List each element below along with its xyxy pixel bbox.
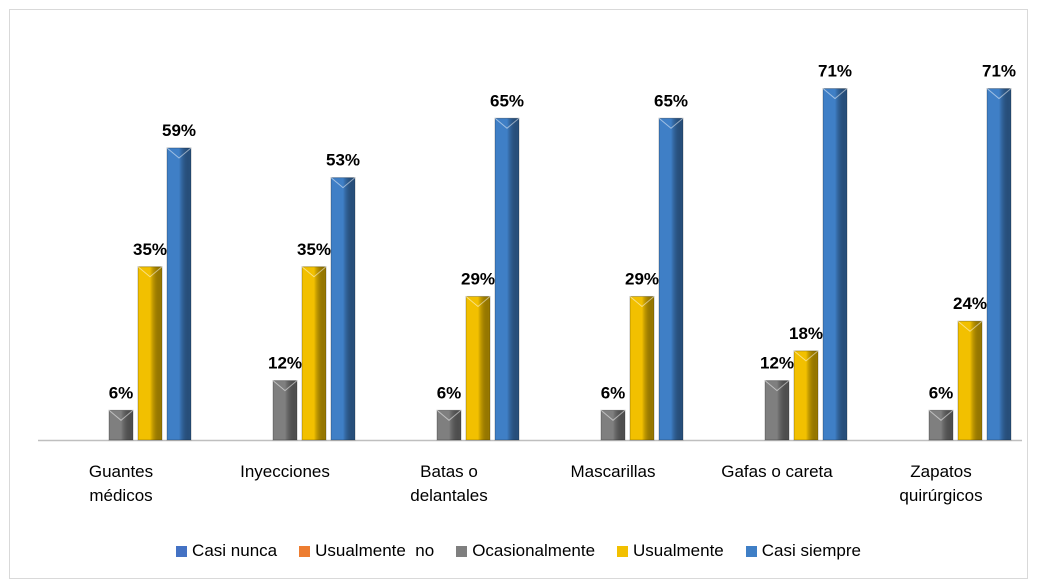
bar-shade: [822, 88, 848, 441]
bar-bevel: [465, 296, 491, 308]
bar-bevel: [166, 147, 192, 159]
data-label: 71%: [818, 62, 852, 81]
legend-label: Casi siempre: [761, 541, 861, 560]
data-label: 35%: [297, 240, 331, 259]
bar-shade: [600, 409, 626, 441]
data-label: 59%: [162, 121, 196, 140]
bar-bevel: [330, 177, 356, 189]
legend-swatch: [176, 545, 188, 557]
x-tick-label: Guantes médicos: [88, 462, 154, 505]
bar-shade: [436, 409, 462, 441]
legend-label: Ocasionalmente: [472, 541, 596, 560]
bar-shade: [629, 295, 655, 441]
chart-border: [9, 9, 1028, 579]
bar-bevel: [108, 409, 134, 421]
legend-swatch: [299, 545, 311, 557]
bar-bevel: [600, 409, 626, 421]
data-label: 29%: [461, 269, 495, 288]
data-label: 6%: [929, 383, 954, 402]
bar-shade: [957, 320, 983, 441]
bar-shade: [658, 117, 684, 441]
data-label: 12%: [760, 354, 794, 373]
data-label: 53%: [326, 151, 360, 170]
bar-shade: [108, 409, 134, 441]
data-label: 71%: [982, 62, 1016, 81]
bar-shade: [494, 117, 520, 441]
legend-item: Casi nunca: [176, 541, 277, 561]
legend-item: Usualmente: [617, 541, 724, 561]
bar-bevel: [658, 117, 684, 129]
legend: Casi nunca Usualmente no Ocasionalmente Usu…: [0, 541, 1037, 561]
data-label: 6%: [601, 383, 626, 402]
bar-bevel: [793, 350, 819, 362]
bar-bevel: [764, 380, 790, 392]
data-label: 24%: [953, 294, 987, 313]
data-label: 6%: [109, 383, 134, 402]
bar-bevel: [137, 266, 163, 278]
legend-label: Casi nunca: [192, 541, 278, 560]
data-label: 18%: [789, 324, 823, 343]
bar-shade: [793, 350, 819, 441]
x-tick-label: Batas o delantales: [410, 462, 488, 505]
bar-bevel: [822, 88, 848, 100]
x-tick-label: Inyecciones: [240, 462, 330, 481]
bar-bevel: [272, 380, 298, 392]
bar-shade: [465, 295, 491, 441]
x-tick-label: Mascarillas: [570, 462, 656, 481]
bar-shade: [166, 147, 192, 441]
bar-shade: [330, 177, 356, 441]
legend-swatch: [456, 545, 468, 557]
bar-shade: [764, 380, 790, 441]
bar-shade: [272, 380, 298, 441]
bar-shade: [137, 266, 163, 441]
bar-bevel: [301, 266, 327, 278]
data-label: 65%: [654, 91, 688, 110]
data-label: 29%: [625, 269, 659, 288]
legend-item: Ocasionalmente: [456, 541, 595, 561]
bar-bevel: [436, 409, 462, 421]
legend-label: Usualmente: [633, 541, 724, 560]
bar-bevel: [629, 296, 655, 308]
legend-label: Usualmente no: [315, 541, 435, 560]
data-label: 12%: [268, 354, 302, 373]
legend-item: Casi siempre: [745, 541, 861, 561]
bar-shade: [986, 88, 1012, 441]
legend-swatch: [745, 545, 757, 557]
bar-bevel: [957, 320, 983, 332]
bar-bevel: [986, 88, 1012, 100]
data-label: 65%: [490, 91, 524, 110]
x-tick-label: Gafas o careta: [721, 462, 833, 481]
data-label: 35%: [133, 240, 167, 259]
bar-shade: [301, 266, 327, 441]
legend-item: Usualmente no: [299, 541, 434, 561]
data-label: 6%: [437, 383, 462, 402]
bar-shade: [928, 409, 954, 441]
x-tick-label: Zapatos quirúrgicos: [899, 462, 983, 505]
bar-bevel: [928, 409, 954, 421]
legend-swatch: [617, 545, 629, 557]
bar-bevel: [494, 117, 520, 129]
